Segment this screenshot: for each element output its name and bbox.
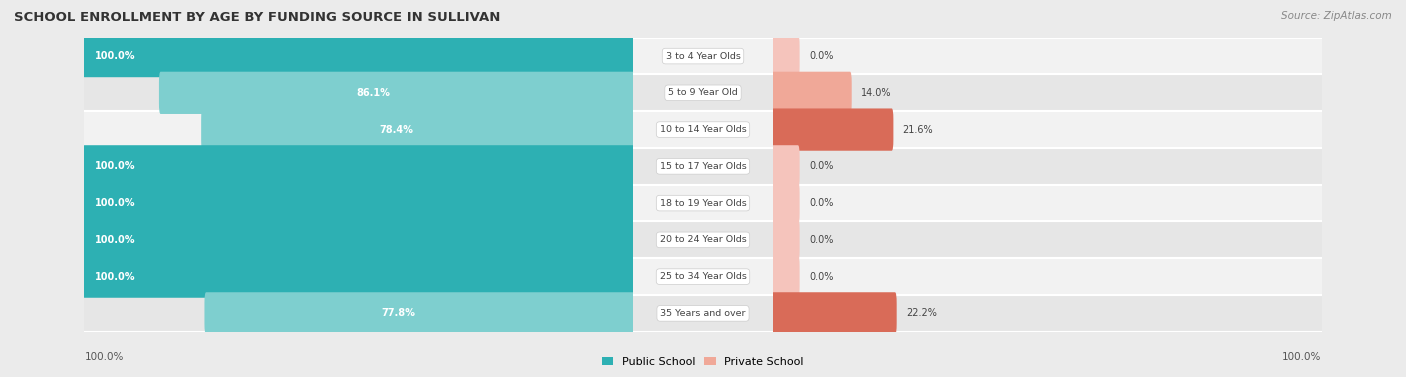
Text: 100.0%: 100.0% bbox=[96, 51, 136, 61]
FancyBboxPatch shape bbox=[773, 185, 1322, 222]
FancyBboxPatch shape bbox=[633, 185, 773, 222]
FancyBboxPatch shape bbox=[84, 148, 633, 185]
Text: 0.0%: 0.0% bbox=[808, 161, 834, 172]
FancyBboxPatch shape bbox=[633, 222, 773, 258]
Text: 14.0%: 14.0% bbox=[860, 88, 891, 98]
Text: 22.2%: 22.2% bbox=[905, 308, 936, 319]
Text: 10 to 14 Year Olds: 10 to 14 Year Olds bbox=[659, 125, 747, 134]
Text: 15 to 17 Year Olds: 15 to 17 Year Olds bbox=[659, 162, 747, 171]
FancyBboxPatch shape bbox=[204, 292, 634, 334]
FancyBboxPatch shape bbox=[159, 72, 634, 114]
Text: 78.4%: 78.4% bbox=[380, 124, 413, 135]
Text: 100.0%: 100.0% bbox=[96, 161, 136, 172]
FancyBboxPatch shape bbox=[773, 295, 1322, 332]
Text: 100.0%: 100.0% bbox=[84, 352, 124, 362]
Text: 0.0%: 0.0% bbox=[808, 271, 834, 282]
FancyBboxPatch shape bbox=[773, 258, 1322, 295]
FancyBboxPatch shape bbox=[772, 182, 800, 224]
FancyBboxPatch shape bbox=[83, 35, 634, 77]
FancyBboxPatch shape bbox=[84, 258, 633, 295]
FancyBboxPatch shape bbox=[773, 148, 1322, 185]
FancyBboxPatch shape bbox=[633, 75, 773, 111]
Text: 18 to 19 Year Olds: 18 to 19 Year Olds bbox=[659, 199, 747, 208]
Text: 5 to 9 Year Old: 5 to 9 Year Old bbox=[668, 88, 738, 97]
FancyBboxPatch shape bbox=[84, 111, 633, 148]
FancyBboxPatch shape bbox=[772, 145, 800, 187]
FancyBboxPatch shape bbox=[772, 292, 897, 334]
FancyBboxPatch shape bbox=[84, 75, 633, 111]
FancyBboxPatch shape bbox=[633, 148, 773, 185]
FancyBboxPatch shape bbox=[772, 219, 800, 261]
FancyBboxPatch shape bbox=[83, 182, 634, 224]
FancyBboxPatch shape bbox=[633, 111, 773, 148]
FancyBboxPatch shape bbox=[633, 295, 773, 332]
Text: 35 Years and over: 35 Years and over bbox=[661, 309, 745, 318]
Text: 100.0%: 100.0% bbox=[1282, 352, 1322, 362]
FancyBboxPatch shape bbox=[772, 256, 800, 298]
Text: 20 to 24 Year Olds: 20 to 24 Year Olds bbox=[659, 235, 747, 244]
FancyBboxPatch shape bbox=[84, 185, 633, 222]
FancyBboxPatch shape bbox=[201, 109, 634, 151]
FancyBboxPatch shape bbox=[84, 295, 633, 332]
FancyBboxPatch shape bbox=[773, 75, 1322, 111]
Text: 25 to 34 Year Olds: 25 to 34 Year Olds bbox=[659, 272, 747, 281]
Text: 100.0%: 100.0% bbox=[96, 235, 136, 245]
Text: 0.0%: 0.0% bbox=[808, 235, 834, 245]
FancyBboxPatch shape bbox=[772, 35, 800, 77]
Text: 3 to 4 Year Olds: 3 to 4 Year Olds bbox=[665, 52, 741, 61]
Text: 77.8%: 77.8% bbox=[381, 308, 415, 319]
Text: 21.6%: 21.6% bbox=[903, 124, 934, 135]
Text: 100.0%: 100.0% bbox=[96, 271, 136, 282]
FancyBboxPatch shape bbox=[773, 38, 1322, 75]
FancyBboxPatch shape bbox=[84, 222, 633, 258]
Text: SCHOOL ENROLLMENT BY AGE BY FUNDING SOURCE IN SULLIVAN: SCHOOL ENROLLMENT BY AGE BY FUNDING SOUR… bbox=[14, 11, 501, 24]
FancyBboxPatch shape bbox=[83, 256, 634, 298]
FancyBboxPatch shape bbox=[772, 72, 852, 114]
Text: 100.0%: 100.0% bbox=[96, 198, 136, 208]
FancyBboxPatch shape bbox=[633, 38, 773, 75]
FancyBboxPatch shape bbox=[633, 258, 773, 295]
FancyBboxPatch shape bbox=[773, 111, 1322, 148]
Legend: Public School, Private School: Public School, Private School bbox=[598, 352, 808, 371]
FancyBboxPatch shape bbox=[84, 38, 633, 75]
Text: 86.1%: 86.1% bbox=[356, 88, 389, 98]
FancyBboxPatch shape bbox=[83, 219, 634, 261]
Text: Source: ZipAtlas.com: Source: ZipAtlas.com bbox=[1281, 11, 1392, 21]
FancyBboxPatch shape bbox=[83, 145, 634, 187]
FancyBboxPatch shape bbox=[773, 222, 1322, 258]
Text: 0.0%: 0.0% bbox=[808, 51, 834, 61]
FancyBboxPatch shape bbox=[772, 109, 893, 151]
Text: 0.0%: 0.0% bbox=[808, 198, 834, 208]
